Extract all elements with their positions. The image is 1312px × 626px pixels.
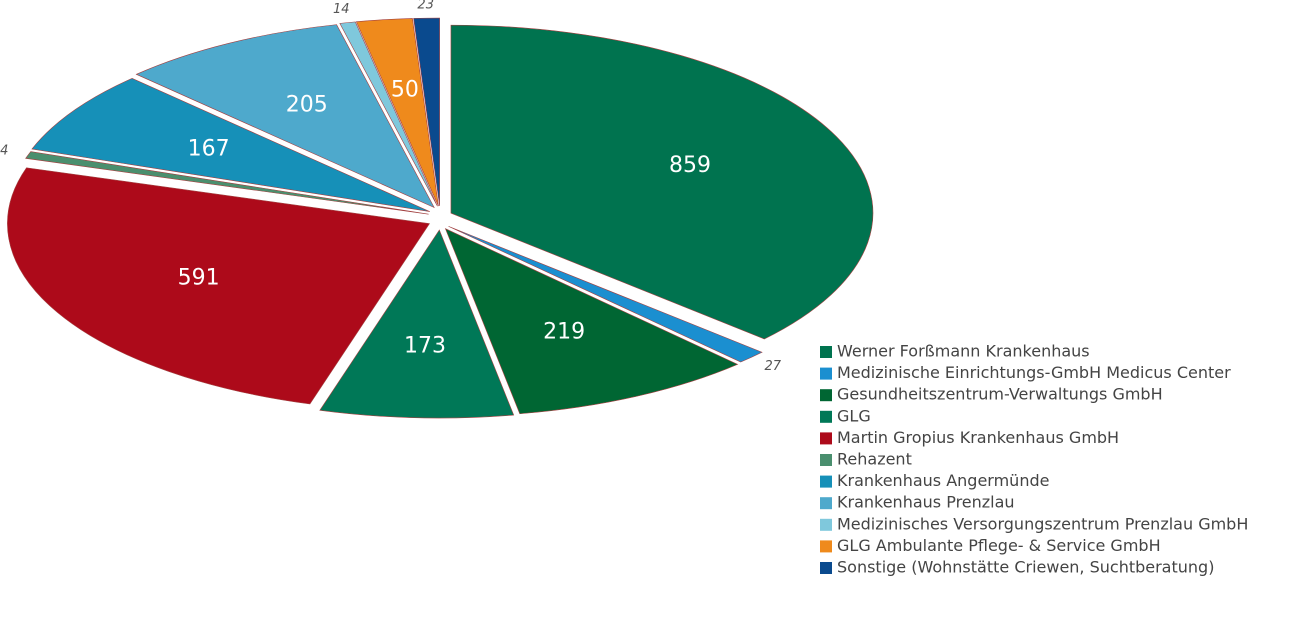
pie-slice bbox=[319, 229, 515, 419]
legend-label: Sonstige (Wohnstätte Criewen, Suchtberat… bbox=[837, 558, 1214, 577]
legend-label: Martin Gropius Krankenhaus GmbH bbox=[837, 428, 1119, 447]
legend-label: Medizinisches Versorgungszentrum Prenzla… bbox=[837, 514, 1248, 533]
pie-slice bbox=[413, 17, 440, 207]
legend-label: Werner Forßmann Krankenhaus bbox=[837, 342, 1090, 361]
data-label: 14 bbox=[0, 143, 8, 158]
pie-slice bbox=[31, 78, 430, 212]
pie-slice bbox=[355, 18, 439, 207]
legend-label: Medizinische Einrichtungs-GmbH Medicus C… bbox=[837, 363, 1231, 382]
legend-swatch bbox=[820, 518, 832, 531]
legend-swatch bbox=[820, 454, 832, 466]
legend-swatch bbox=[820, 562, 832, 574]
legend-label: GLG bbox=[837, 406, 871, 425]
pie-slice bbox=[25, 151, 429, 215]
data-label: 23 bbox=[417, 0, 434, 12]
pie-slice bbox=[7, 167, 430, 405]
legend-label: Krankenhaus Angermünde bbox=[837, 471, 1049, 490]
data-label: 27 bbox=[765, 359, 782, 374]
pie-slice bbox=[135, 24, 435, 209]
legend-label: Rehazent bbox=[837, 450, 912, 469]
legend-label: Gesundheitszentrum-Verwaltungs GmbH bbox=[837, 385, 1163, 404]
data-label: 859 bbox=[669, 153, 711, 178]
legend-swatch bbox=[820, 475, 832, 488]
data-label: 167 bbox=[188, 136, 230, 161]
legend-swatch bbox=[820, 432, 832, 445]
data-label: 591 bbox=[178, 266, 220, 291]
data-label: 50 bbox=[391, 78, 419, 103]
legend-swatch bbox=[820, 389, 832, 402]
pie-slice bbox=[339, 21, 438, 207]
legend-swatch bbox=[820, 540, 832, 553]
data-label: 173 bbox=[404, 333, 446, 358]
legend-swatch bbox=[820, 367, 832, 380]
legend-swatch bbox=[820, 346, 832, 358]
legend-label: GLG Ambulante Pflege- & Service GmbH bbox=[837, 536, 1161, 555]
data-label: 205 bbox=[286, 93, 328, 118]
pie-slice bbox=[444, 228, 739, 415]
legend-label: Krankenhaus Prenzlau bbox=[837, 493, 1015, 512]
data-label: 14 bbox=[333, 2, 350, 17]
pie-slice bbox=[448, 226, 763, 363]
legend-swatch bbox=[820, 410, 832, 423]
pie-slice bbox=[450, 24, 874, 340]
legend-swatch bbox=[820, 497, 832, 510]
data-label: 219 bbox=[543, 320, 585, 345]
